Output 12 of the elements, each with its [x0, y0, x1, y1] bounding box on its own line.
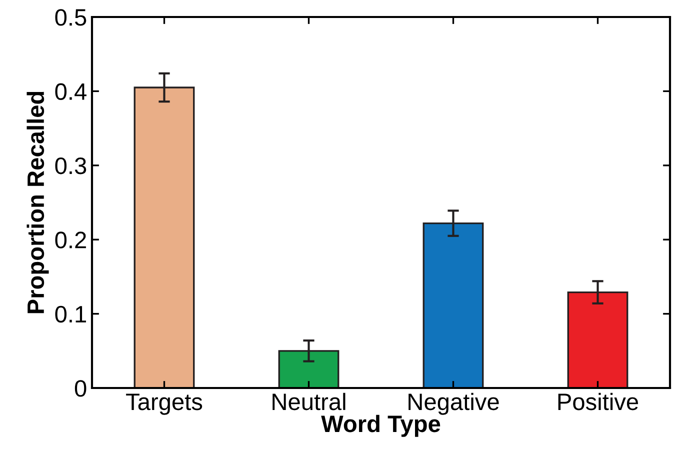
- y-tick-label: 0.1: [55, 306, 86, 323]
- y-axis-title: Proportion Recalled: [26, 92, 49, 314]
- x-tick-label: Neutral: [272, 392, 346, 410]
- y-tick-label: 0.5: [55, 9, 86, 26]
- x-tick-label: Negative: [408, 392, 499, 415]
- x-tick-label: Positive: [558, 392, 638, 410]
- y-tick-label: 0: [74, 380, 86, 397]
- x-axis-title: Word Type: [321, 414, 440, 437]
- x-tick-label: Targets: [126, 394, 202, 415]
- y-tick-label: 0.4: [55, 83, 86, 100]
- y-tick-label: 0.2: [55, 232, 86, 248]
- y-tick-label: 0.3: [55, 157, 86, 174]
